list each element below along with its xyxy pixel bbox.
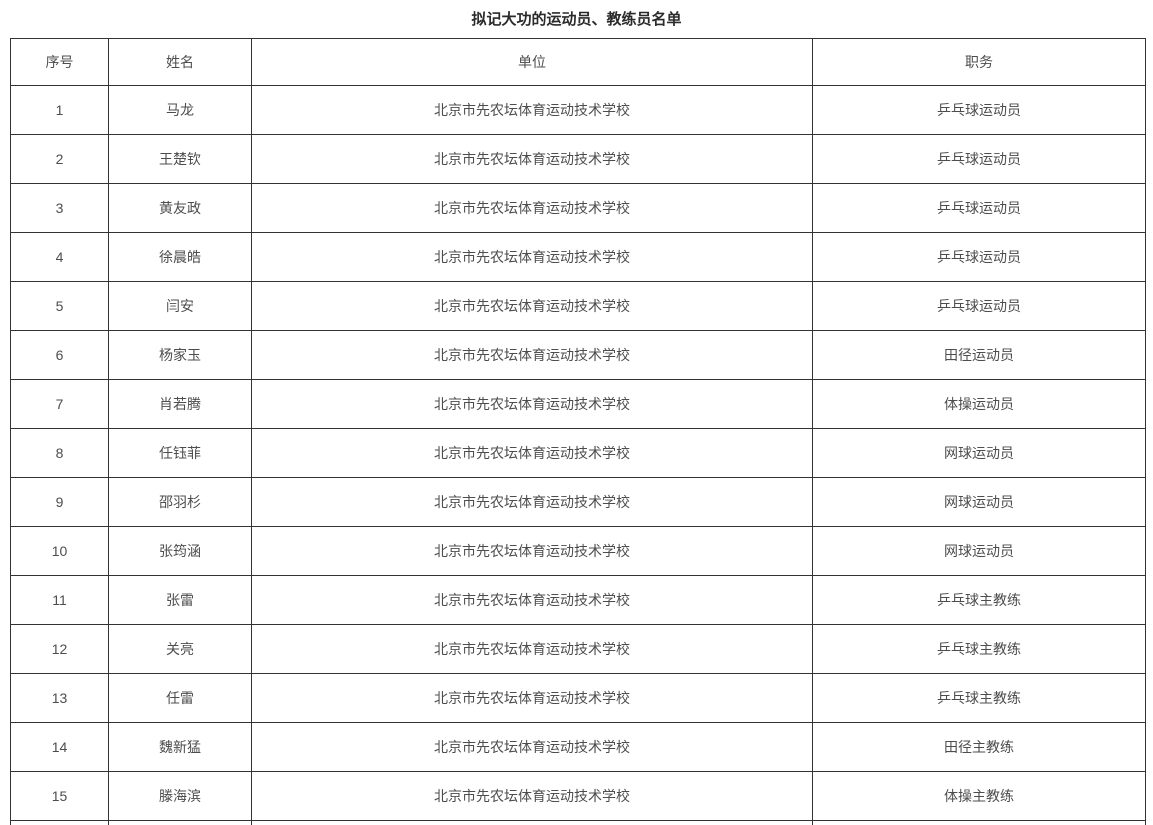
table-row: 2 王楚钦 北京市先农坛体育运动技术学校 乒乓球运动员 (10, 134, 1146, 184)
cell-position: 乒乓球运动员 (812, 232, 1146, 282)
table-row: 11 张雷 北京市先农坛体育运动技术学校 乒乓球主教练 (10, 575, 1146, 625)
column-header-position: 职务 (812, 38, 1146, 86)
cell-position: 网球运动员 (812, 477, 1146, 527)
column-header-no: 序号 (10, 38, 109, 86)
cell-name: 黄友政 (108, 183, 252, 233)
table-row: 1 马龙 北京市先农坛体育运动技术学校 乒乓球运动员 (10, 85, 1146, 135)
table-row: 12 关亮 北京市先农坛体育运动技术学校 乒乓球主教练 (10, 624, 1146, 674)
cell-name: 马龙 (108, 85, 252, 135)
cell-no: 5 (10, 281, 109, 331)
cell-no: 9 (10, 477, 109, 527)
cell-unit: 北京市先农坛体育运动技术学校 (251, 722, 813, 772)
cell-unit: 北京市先农坛体育运动技术学校 (251, 379, 813, 429)
cell-no: 12 (10, 624, 109, 674)
cell-position: 网球运动员 (812, 526, 1146, 576)
cell-unit: 北京市先农坛体育运动技术学校 (251, 624, 813, 674)
cell-name: 任钰菲 (108, 428, 252, 478)
cell-unit: 北京市先农坛体育运动技术学校 (251, 281, 813, 331)
cell-no: 14 (10, 722, 109, 772)
cell-empty (251, 820, 813, 825)
table-row: 13 任雷 北京市先农坛体育运动技术学校 乒乓球主教练 (10, 673, 1146, 723)
table-row: 3 黄友政 北京市先农坛体育运动技术学校 乒乓球运动员 (10, 183, 1146, 233)
cell-name: 杨家玉 (108, 330, 252, 380)
cell-position: 乒乓球运动员 (812, 134, 1146, 184)
cell-unit: 北京市先农坛体育运动技术学校 (251, 575, 813, 625)
cell-unit: 北京市先农坛体育运动技术学校 (251, 85, 813, 135)
cell-empty (10, 820, 109, 825)
table-row: 7 肖若腾 北京市先农坛体育运动技术学校 体操运动员 (10, 379, 1146, 429)
cell-name: 关亮 (108, 624, 252, 674)
cell-unit: 北京市先农坛体育运动技术学校 (251, 477, 813, 527)
cell-position: 乒乓球运动员 (812, 85, 1146, 135)
cell-name: 邵羽杉 (108, 477, 252, 527)
cell-position: 乒乓球运动员 (812, 183, 1146, 233)
cell-name: 张筠涵 (108, 526, 252, 576)
cell-no: 7 (10, 379, 109, 429)
cell-position: 乒乓球运动员 (812, 281, 1146, 331)
cell-position: 田径主教练 (812, 722, 1146, 772)
cell-name: 肖若腾 (108, 379, 252, 429)
cell-unit: 北京市先农坛体育运动技术学校 (251, 330, 813, 380)
cell-empty (108, 820, 252, 825)
table-header-row: 序号 姓名 单位 职务 (10, 38, 1146, 86)
table-row: 15 滕海滨 北京市先农坛体育运动技术学校 体操主教练 (10, 771, 1146, 821)
cell-position: 体操主教练 (812, 771, 1146, 821)
table-row-partial (10, 820, 1146, 825)
athletes-coaches-table: 序号 姓名 单位 职务 1 马龙 北京市先农坛体育运动技术学校 乒乓球运动员 2 王楚钦北… (10, 38, 1146, 825)
table-row: 4 徐晨皓 北京市先农坛体育运动技术学校 乒乓球运动员 (10, 232, 1146, 282)
cell-position: 体操运动员 (812, 379, 1146, 429)
column-header-unit: 单位 (251, 38, 813, 86)
cell-name: 滕海滨 (108, 771, 252, 821)
cell-position: 田径运动员 (812, 330, 1146, 380)
cell-no: 13 (10, 673, 109, 723)
cell-position: 乒乓球主教练 (812, 673, 1146, 723)
table-row: 6 杨家玉 北京市先农坛体育运动技术学校 田径运动员 (10, 330, 1146, 380)
cell-no: 3 (10, 183, 109, 233)
cell-name: 徐晨皓 (108, 232, 252, 282)
cell-position: 乒乓球主教练 (812, 624, 1146, 674)
column-header-name: 姓名 (108, 38, 252, 86)
cell-no: 11 (10, 575, 109, 625)
cell-unit: 北京市先农坛体育运动技术学校 (251, 526, 813, 576)
cell-position: 网球运动员 (812, 428, 1146, 478)
cell-unit: 北京市先农坛体育运动技术学校 (251, 771, 813, 821)
page-title: 拟记大功的运动员、教练员名单 (471, 11, 682, 28)
cell-name: 任雷 (108, 673, 252, 723)
cell-position: 乒乓球主教练 (812, 575, 1146, 625)
cell-unit: 北京市先农坛体育运动技术学校 (251, 673, 813, 723)
table-row: 9 邵羽杉 北京市先农坛体育运动技术学校 网球运动员 (10, 477, 1146, 527)
cell-no: 8 (10, 428, 109, 478)
cell-no: 1 (10, 85, 109, 135)
cell-no: 6 (10, 330, 109, 380)
table-row: 8 任钰菲 北京市先农坛体育运动技术学校 网球运动员 (10, 428, 1146, 478)
cell-empty (812, 820, 1146, 825)
table-row: 10 张筠涵 北京市先农坛体育运动技术学校 网球运动员 (10, 526, 1146, 576)
cell-no: 2 (10, 134, 109, 184)
cell-name: 王楚钦 (108, 134, 252, 184)
cell-unit: 北京市先农坛体育运动技术学校 (251, 428, 813, 478)
cell-no: 15 (10, 771, 109, 821)
cell-no: 10 (10, 526, 109, 576)
cell-unit: 北京市先农坛体育运动技术学校 (251, 134, 813, 184)
cell-no: 4 (10, 232, 109, 282)
cell-name: 魏新猛 (108, 722, 252, 772)
table-row: 5 闫安 北京市先农坛体育运动技术学校 乒乓球运动员 (10, 281, 1146, 331)
table-row: 14 魏新猛 北京市先农坛体育运动技术学校 田径主教练 (10, 722, 1146, 772)
cell-name: 张雷 (108, 575, 252, 625)
cell-unit: 北京市先农坛体育运动技术学校 (251, 232, 813, 282)
cell-unit: 北京市先农坛体育运动技术学校 (251, 183, 813, 233)
cell-name: 闫安 (108, 281, 252, 331)
